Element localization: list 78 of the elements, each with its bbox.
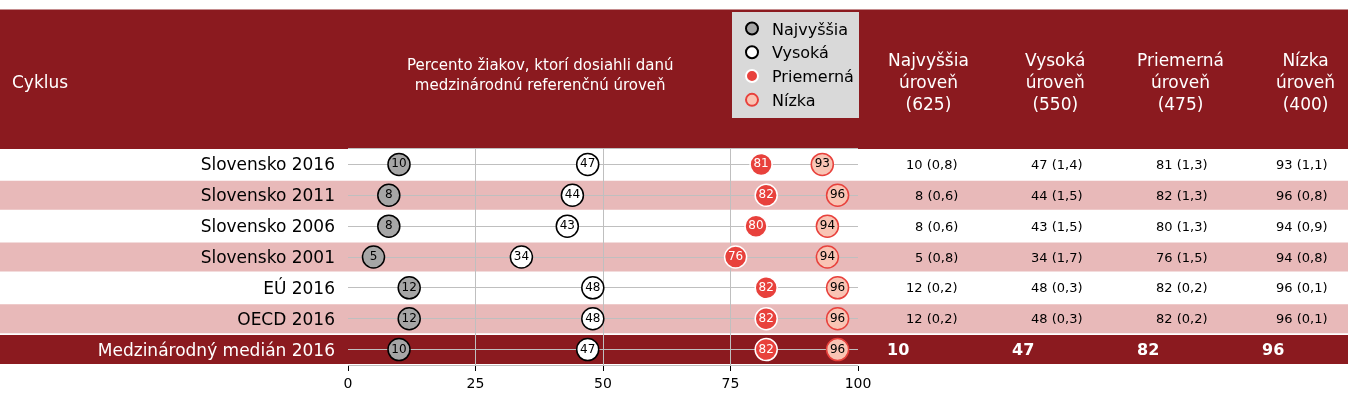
data-label: 96 (829, 187, 846, 202)
data-label: 48 (585, 310, 601, 325)
data-label: 96 (829, 341, 846, 356)
text: 48 (0,3) (1031, 280, 1083, 295)
text: 8 (0,6) (915, 188, 959, 203)
text: 10 (0,8) (906, 157, 958, 172)
data-label: 48 (585, 279, 601, 294)
data-label: 82 (758, 279, 774, 294)
text: 93 (1,1) (1276, 157, 1328, 172)
y-tick-label: Slovensko 2011 (200, 185, 335, 206)
data-label: 47 (580, 156, 596, 171)
text: 48 (0,3) (1031, 311, 1083, 326)
data-label: 44 (564, 187, 581, 202)
data-label: 82 (758, 310, 774, 325)
data-label: 12 (401, 310, 417, 325)
data-label: 96 (829, 310, 846, 325)
data-label: 8 (384, 218, 393, 233)
legend-label: Nízka (772, 91, 816, 111)
data-label: 43 (559, 218, 575, 233)
x-tick-label: 25 (466, 374, 485, 391)
text: Nízka úroveň (400) (1276, 50, 1336, 115)
text: 96 (1262, 340, 1285, 359)
text: 96 (0,8) (1276, 188, 1328, 203)
text: 76 (1,5) (1156, 250, 1208, 265)
legend-label: Priemerná (772, 67, 854, 87)
text: 82 (0,2) (1156, 280, 1208, 295)
text: 47 (1012, 340, 1035, 359)
text: 96 (0,1) (1276, 311, 1328, 326)
data-label: 5 (369, 249, 378, 263)
text: 80 (1,3) (1156, 219, 1208, 234)
data-label: 80 (748, 218, 764, 233)
text: 82 (1137, 340, 1160, 359)
text: 47 (1,4) (1031, 157, 1083, 172)
text: 81 (1,3) (1156, 157, 1208, 172)
text: 82 (0,2) (1156, 311, 1208, 326)
data-label: 82 (758, 187, 774, 202)
legend-label: Vysoká (772, 43, 829, 63)
data-label: 81 (753, 156, 769, 171)
y-tick-label: Slovensko 2001 (200, 246, 335, 267)
y-tick-label: OECD 2016 (237, 308, 335, 329)
text: 12 (0,2) (906, 280, 958, 295)
data-label: 8 (384, 187, 393, 202)
legend-label: Najvyššia (772, 19, 849, 39)
data-label: 12 (401, 279, 417, 294)
data-label: 76 (727, 249, 744, 263)
x-tick-label: 75 (721, 374, 740, 391)
data-label: 47 (580, 341, 596, 356)
y-tick-label: Slovensko 2006 (200, 216, 335, 237)
text: 82 (1,3) (1156, 188, 1208, 203)
data-label: 34 (513, 249, 530, 263)
text: 94 (0,8) (1276, 250, 1328, 265)
data-label: 94 (819, 218, 836, 233)
text: Vysoká úroveň (550) (1025, 50, 1086, 115)
x-tick-label: 100 (844, 374, 872, 391)
text: 34 (1,7) (1031, 250, 1083, 265)
data-label: 10 (391, 156, 407, 171)
text: 43 (1,5) (1031, 219, 1083, 234)
chart-title: Percento žiakov, ktorí dosiahli danú medzinárodnú referenčnú úroveň (407, 56, 674, 94)
data-label: 82 (758, 341, 774, 356)
data-label: 94 (819, 249, 836, 263)
y-tick-label: Slovensko 2016 (200, 154, 335, 175)
text: Cyklus (12, 72, 69, 92)
data-label: 10 (391, 341, 407, 356)
text: 10 (887, 340, 910, 359)
x-tick-label: 50 (594, 374, 612, 391)
text: 44 (1,5) (1031, 188, 1083, 203)
y-tick-label: Medzinárodný medián 2016 (97, 339, 335, 360)
x-tick-label: 0 (343, 374, 353, 391)
text: 96 (0,1) (1276, 280, 1328, 295)
text: 8 (0,6) (915, 219, 959, 234)
text: 12 (0,2) (906, 311, 958, 326)
data-label: 93 (814, 156, 830, 171)
text: Priemerná úroveň (475) (1137, 50, 1225, 115)
data-label: 96 (829, 279, 846, 294)
text: 94 (0,9) (1276, 219, 1328, 234)
y-tick-label: EÚ 2016 (263, 276, 335, 298)
text: Najvyššia úroveň (625) (888, 50, 969, 115)
text: 5 (0,8) (915, 250, 959, 265)
